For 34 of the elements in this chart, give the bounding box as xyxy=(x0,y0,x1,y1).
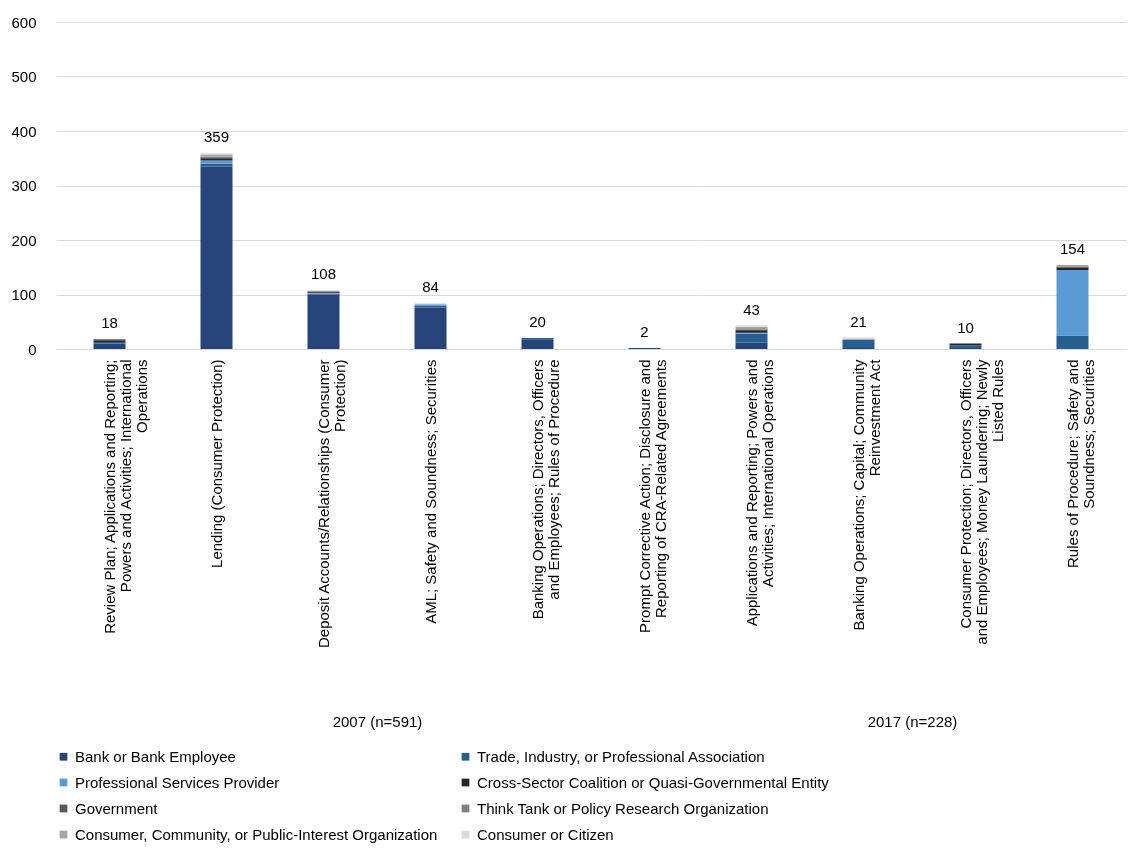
legend-label: Consumer, Community, or Public-Interest Organization xyxy=(75,825,438,843)
legend-label: Bank or Bank Employee xyxy=(75,747,236,765)
y-tick-label: 200 xyxy=(11,231,37,249)
total-label: 359 xyxy=(203,128,230,146)
x-tick-label: Banking Operations; Capital; Community Reinvestment Act xyxy=(849,358,883,631)
legend-label: Trade, Industry, or Professional Association xyxy=(477,747,765,765)
y-tick-label: 600 xyxy=(11,13,37,31)
total-label: 84 xyxy=(422,278,439,296)
total-label: 10 xyxy=(957,318,974,336)
y-tick-label: 500 xyxy=(11,68,37,85)
y-tick-label: 400 xyxy=(11,122,37,140)
total-label: 154 xyxy=(1059,240,1086,258)
x-axis-title: 2007 (n=591) xyxy=(332,712,423,730)
x-axis-title: 2017 (n=228) xyxy=(867,712,958,730)
x-tick-label: Deposit Accounts/Relationships (Consumer Protection) xyxy=(314,359,348,648)
total-label: 21 xyxy=(850,312,867,330)
x-tick-label: Lending (Consumer Protection) xyxy=(207,359,225,568)
legend-label: Government xyxy=(75,799,159,817)
x-tick-label: Review Plan; Applications and Reporting; Powers and Activities; International Operations xyxy=(100,359,150,634)
total-label: 2 xyxy=(640,322,649,340)
x-tick-label: Banking Operations; Directors, Officers and Employees; Rules of Procedure xyxy=(528,359,562,620)
total-label: 108 xyxy=(310,265,337,283)
legend-label: Cross-Sector Coalition or Quasi-Governmental Entity xyxy=(477,773,830,791)
legend-label: Professional Services Provider xyxy=(75,773,280,791)
legend-label: Think Tank or Policy Research Organization xyxy=(477,799,769,817)
legend-label: Consumer or Citizen xyxy=(477,825,614,843)
x-tick-label: Consumer Protection; Directors, Officers and Employees; Money Laundering; Newly Listed Rules xyxy=(956,359,1006,645)
total-label: 18 xyxy=(101,314,118,332)
y-tick-label: 300 xyxy=(11,177,37,194)
y-tick-label: 100 xyxy=(11,286,37,303)
total-label: 43 xyxy=(743,300,760,318)
total-label: 20 xyxy=(529,313,546,331)
x-tick-label: AML; Safety and Soundness; Securities xyxy=(421,359,439,624)
y-tick-label: 0 xyxy=(28,340,37,358)
